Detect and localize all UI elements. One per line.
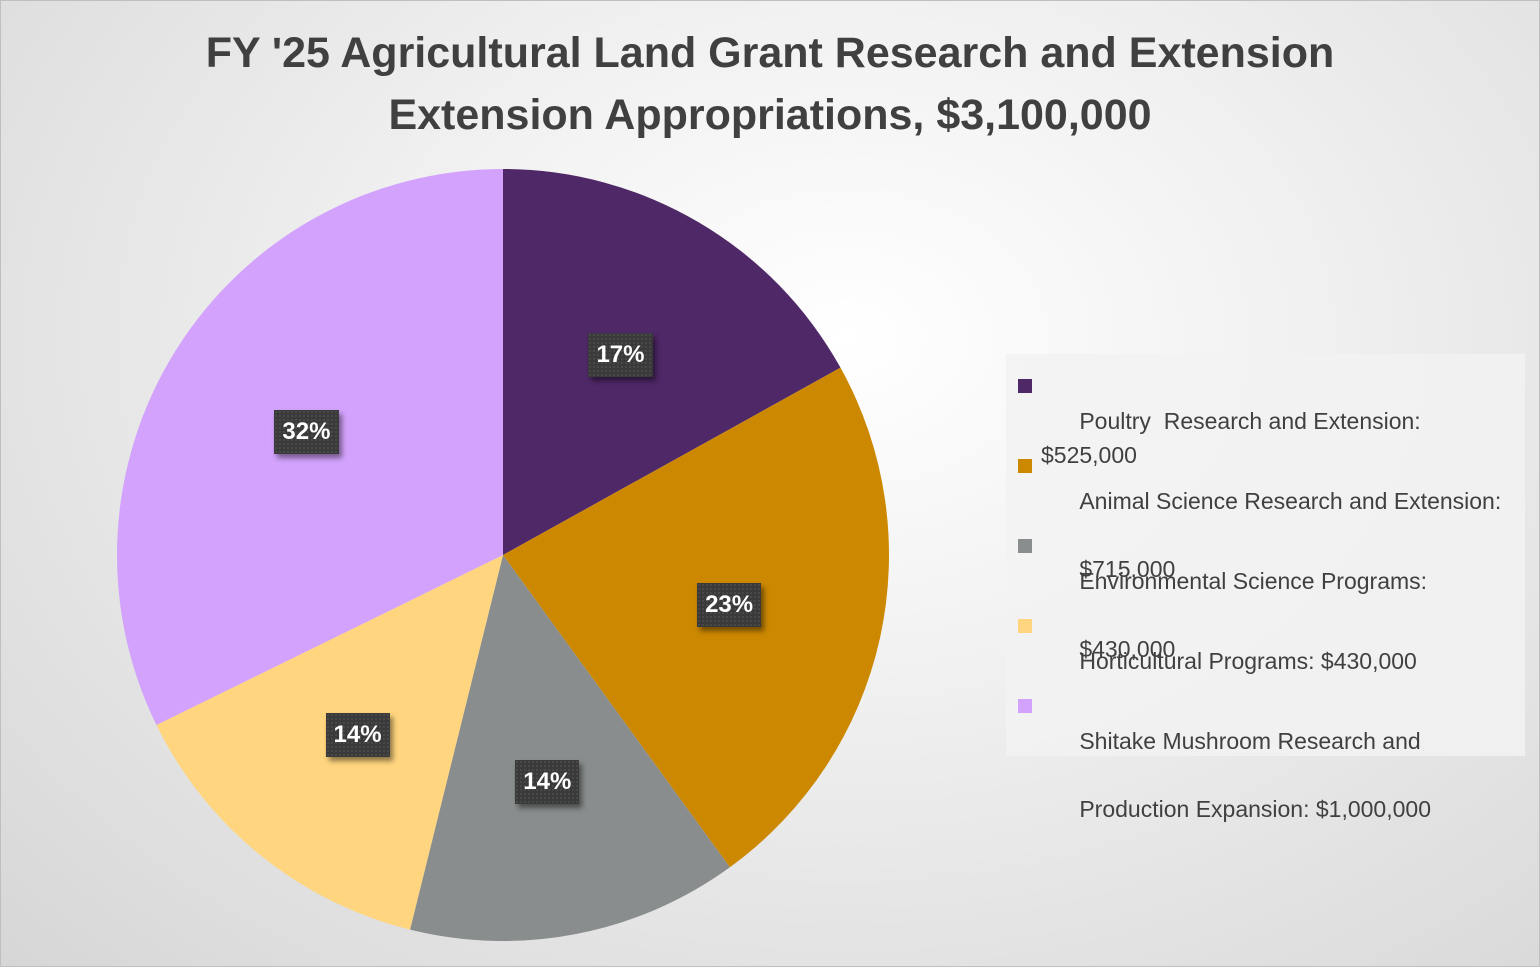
legend-label-environmental-science: Environmental Science Programs: $430,000 (1041, 530, 1521, 700)
legend-label-horticultural: Horticultural Programs: $430,000 (1041, 610, 1521, 712)
chart-title: FY '25 Agricultural Land Grant Research … (0, 22, 1540, 146)
pie-slice-poultry (503, 169, 841, 555)
chart-title-line-1: FY '25 Agricultural Land Grant Research … (205, 29, 1335, 77)
legend-swatch-animal-science (1018, 459, 1032, 473)
legend-swatch-horticultural (1018, 619, 1032, 633)
data-label-environmental-science: 14% (515, 760, 580, 805)
legend-label-environmental-science-line-1: Environmental Science Programs: (1079, 568, 1428, 594)
legend-label-animal-science-line-1: Animal Science Research and Extension: (1079, 488, 1502, 514)
legend: Poultry Research and Extension: $525,000… (1006, 354, 1525, 822)
legend-label-poultry-line-1: Poultry Research and Extension: $525,000 (1041, 408, 1428, 468)
legend-label-poultry: Poultry Research and Extension: $525,000 (1041, 370, 1521, 506)
data-label-horticultural: 14% (325, 713, 390, 758)
legend-label-shitake-mushroom: Shitake Mushroom Research and Production… (1041, 690, 1521, 860)
legend-label-animal-science-line-2: $715,000 (1079, 556, 1176, 582)
pie-slice-animal-science (503, 367, 889, 868)
legend-swatch-environmental-science (1018, 539, 1032, 553)
data-label-animal-science: 23% (697, 583, 762, 628)
legend-swatch-shitake-mushroom (1018, 699, 1032, 713)
legend-label-animal-science: Animal Science Research and Extension: $… (1041, 450, 1521, 620)
legend-label-environmental-science-line-2: $430,000 (1079, 636, 1176, 662)
chart-title-line-2: Extension Appropriations, $3,100,000 (388, 91, 1152, 139)
pie-slice-environmental-science (410, 555, 730, 941)
data-label-poultry: 17% (588, 333, 653, 378)
data-label-shitake-mushroom: 32% (274, 410, 339, 455)
legend-swatch-poultry (1018, 379, 1032, 393)
legend-label-shitake-mushroom-line-2: Production Expansion: $1,000,000 (1079, 796, 1431, 822)
legend-label-horticultural-line-1: Horticultural Programs: $430,000 (1079, 648, 1417, 674)
legend-label-shitake-mushroom-line-1: Shitake Mushroom Research and (1079, 728, 1421, 754)
